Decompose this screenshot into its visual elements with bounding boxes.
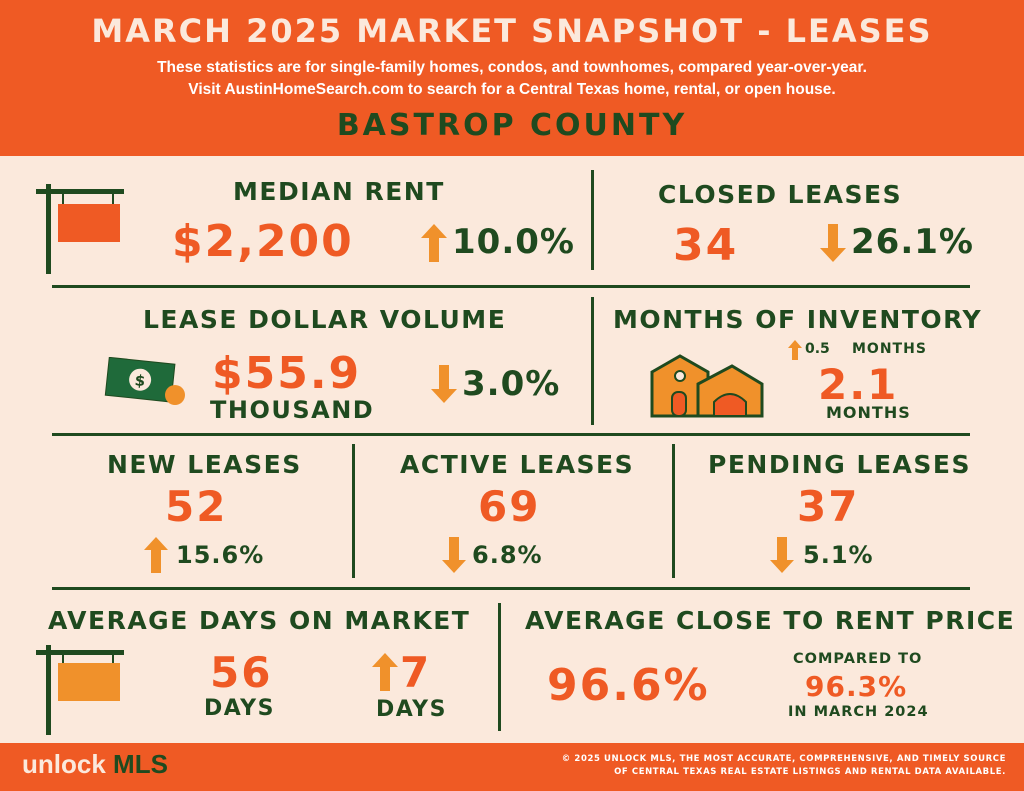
compared-value: 96.3%	[805, 670, 908, 703]
up-arrow-icon	[144, 537, 168, 573]
county-name: BASTROP COUNTY	[336, 108, 688, 143]
close-to-rent-label: AVERAGE CLOSE TO RENT PRICE	[525, 606, 1016, 635]
copyright-line-1: © 2025 UNLOCK MLS, THE MOST ACCURATE, CO…	[561, 754, 1006, 764]
closed-leases-change: 26.1%	[851, 222, 974, 262]
houses-icon	[650, 354, 764, 418]
lease-volume-label: LEASE DOLLAR VOLUME	[143, 305, 507, 334]
divider	[591, 170, 594, 270]
months-inventory-value: 2.1	[818, 360, 899, 409]
copyright-line-2: OF CENTRAL TEXAS REAL ESTATE LISTINGS AN…	[614, 767, 1006, 777]
median-rent-change: 10.0%	[452, 222, 575, 262]
median-rent-label: MEDIAN RENT	[233, 177, 445, 206]
subtitle-line-2: Visit AustinHomeSearch.com to search for…	[188, 81, 836, 98]
divider	[352, 444, 355, 578]
close-to-rent-value: 96.6%	[547, 660, 710, 711]
months-inventory-label: MONTHS OF INVENTORY	[613, 305, 983, 334]
months-inventory-unit: MONTHS	[826, 403, 911, 422]
up-arrow-icon	[788, 340, 802, 360]
logo-mls-text: MLS	[113, 749, 168, 779]
active-leases-value: 69	[478, 482, 541, 531]
divider	[498, 603, 501, 731]
hanging-sign-icon	[36, 184, 124, 274]
median-rent-value: $2,200	[172, 216, 354, 267]
new-leases-label: NEW LEASES	[107, 450, 302, 479]
header-banner: MARCH 2025 MARKET SNAPSHOT - LEASES Thes…	[0, 0, 1024, 156]
money-bill-icon: $	[104, 357, 185, 405]
copyright-text: © 2025 UNLOCK MLS, THE MOST ACCURATE, CO…	[562, 753, 1006, 779]
logo-unlock-text: unlock	[22, 749, 106, 779]
compared-to-label: COMPARED TO	[793, 651, 923, 667]
divider	[52, 433, 970, 436]
months-inventory-change: 0.5	[805, 341, 830, 357]
avg-dom-value: 56	[210, 648, 273, 697]
divider	[672, 444, 675, 578]
lease-volume-change: 3.0%	[462, 364, 561, 404]
footer-banner: unlock MLS © 2025 UNLOCK MLS, THE MOST A…	[0, 743, 1024, 791]
closed-leases-value: 34	[673, 220, 739, 271]
pending-leases-change: 5.1%	[803, 541, 874, 569]
compared-period: IN MARCH 2024	[788, 704, 929, 720]
pending-leases-value: 37	[797, 482, 860, 531]
closed-leases-label: CLOSED LEASES	[658, 180, 903, 209]
pending-leases-label: PENDING LEASES	[708, 450, 971, 479]
avg-dom-change-unit: DAYS	[376, 697, 447, 722]
down-arrow-icon	[431, 365, 457, 403]
avg-dom-label: AVERAGE DAYS ON MARKET	[48, 606, 471, 635]
months-inventory-change-unit: MONTHS	[852, 341, 927, 357]
up-arrow-icon	[421, 224, 447, 262]
up-arrow-icon	[372, 653, 398, 691]
lease-volume-unit: THOUSAND	[210, 396, 375, 424]
page-title: MARCH 2025 MARKET SNAPSHOT - LEASES	[91, 12, 933, 50]
divider	[52, 587, 970, 590]
hanging-sign-icon	[36, 645, 124, 735]
down-arrow-icon	[770, 537, 794, 573]
divider	[52, 285, 970, 288]
down-arrow-icon	[820, 224, 846, 262]
divider	[591, 297, 594, 425]
lease-volume-value: $55.9	[212, 348, 362, 399]
avg-dom-unit: DAYS	[204, 696, 275, 721]
active-leases-change: 6.8%	[472, 541, 543, 569]
avg-dom-change: 7	[400, 648, 430, 697]
down-arrow-icon	[442, 537, 466, 573]
unlock-mls-logo: unlock MLS	[22, 749, 168, 780]
new-leases-value: 52	[165, 482, 228, 531]
active-leases-label: ACTIVE LEASES	[400, 450, 635, 479]
new-leases-change: 15.6%	[176, 541, 265, 569]
money-symbol: $	[134, 371, 146, 390]
subtitle-line-1: These statistics are for single-family h…	[157, 59, 867, 76]
